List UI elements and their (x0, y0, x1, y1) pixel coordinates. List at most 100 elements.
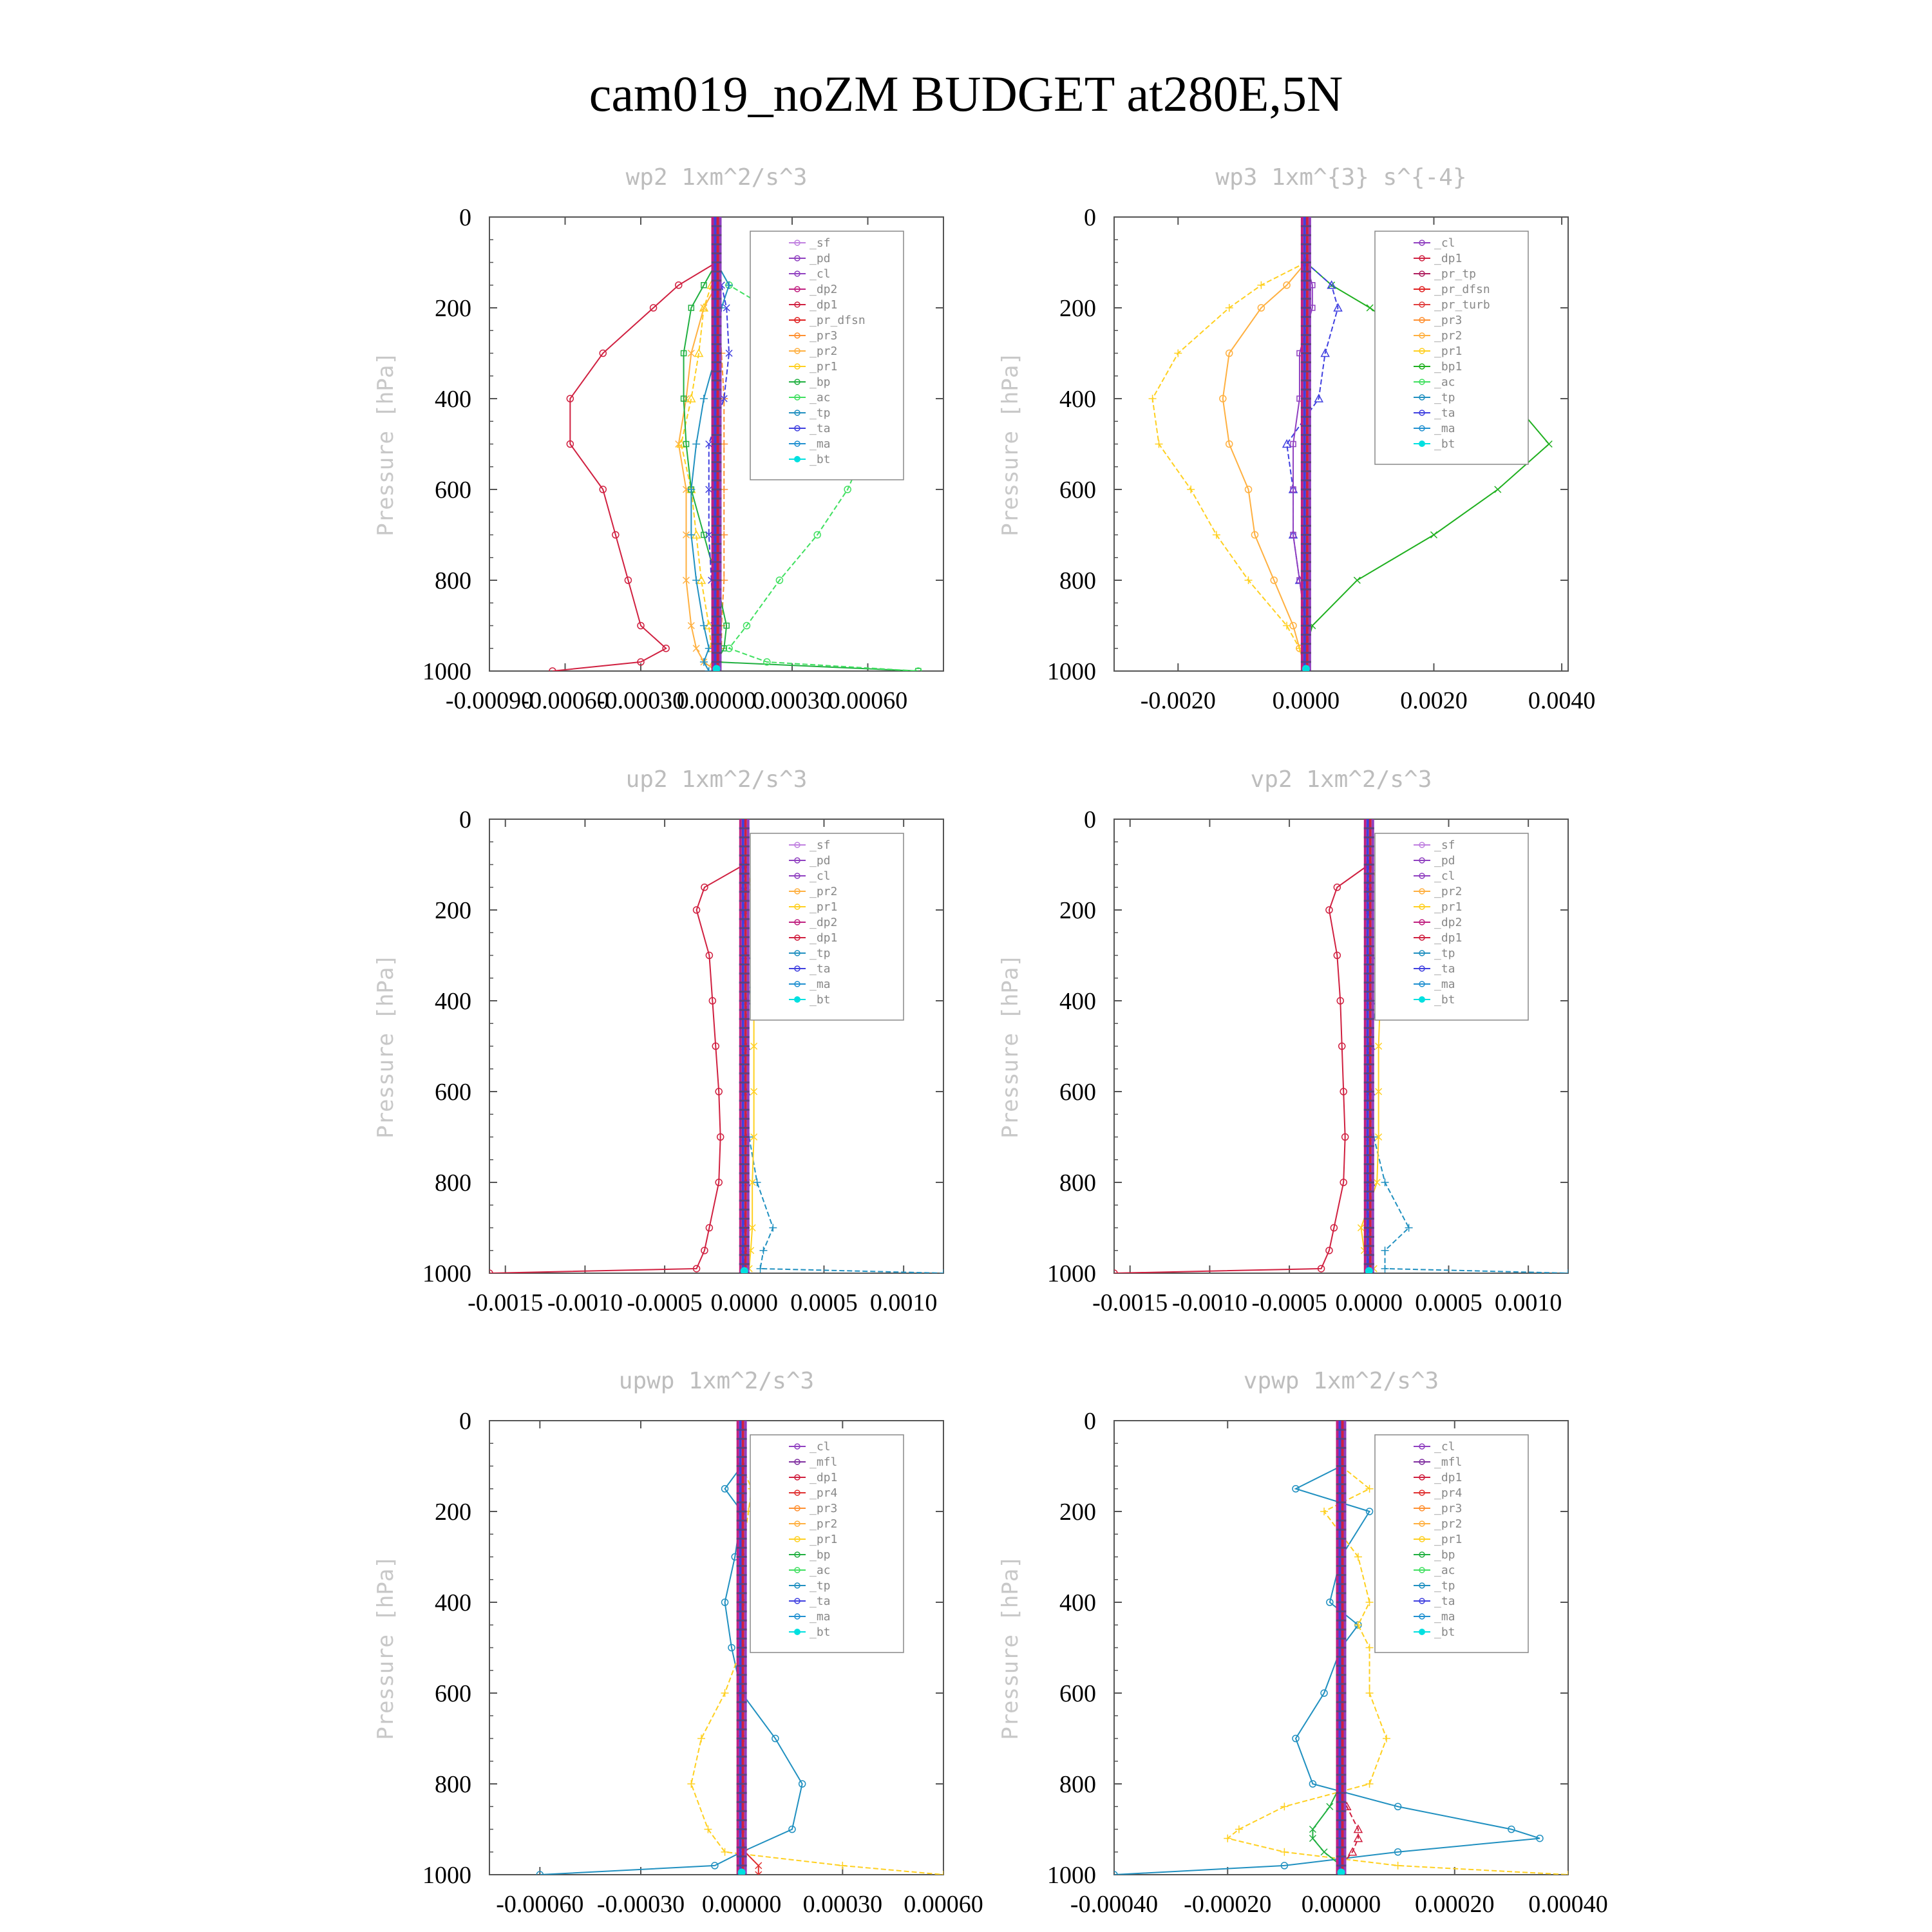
data-point (1174, 349, 1182, 357)
data-point (599, 486, 607, 493)
legend-marker (794, 301, 800, 308)
data-point (687, 531, 696, 539)
data-point (1373, 1179, 1381, 1186)
data-point (748, 1179, 756, 1186)
y-tick-label: 1000 (422, 1862, 471, 1889)
data-point (1394, 1803, 1402, 1810)
legend: _cl_mfl _dp1 _pr4 _pr3 _pr2 _pr1 _bp _ac _tp _ta _… (750, 1434, 904, 1653)
legend-label: _ac (810, 391, 831, 404)
data-point (701, 531, 707, 538)
y-tick-label: 0 (1084, 806, 1096, 833)
y-tick-label: 600 (435, 1079, 471, 1106)
data-point (721, 1598, 729, 1606)
legend-label: _tp (1434, 391, 1455, 404)
x-tick-label: 0.0000 (1273, 687, 1340, 714)
data-point (536, 1871, 544, 1875)
legend-marker (794, 1520, 800, 1527)
y-tick-label: 200 (435, 1499, 471, 1526)
series-line-pr2 (677, 262, 717, 671)
data-point (1309, 1835, 1316, 1842)
legend-label: _tp (1434, 947, 1455, 960)
panel-title: wp3 1xm^{3} s^{-4} (1215, 164, 1466, 191)
y-tick-label: 0 (1084, 1408, 1096, 1435)
data-point (838, 1861, 847, 1870)
data-point (1280, 1848, 1289, 1856)
data-point (1381, 1246, 1389, 1255)
legend-label: _dp2 (810, 283, 837, 296)
legend-label: _pr1 (1434, 900, 1462, 914)
y-axis-label: Pressure [hPa] (998, 954, 1023, 1139)
legend: _sf _pd _cl _dp2 _dp1 _pr_dfsn _pr3 _pr2 _pr1_bp… (750, 231, 904, 480)
data-point (753, 1179, 761, 1186)
x-tick-label: -0.00030 (597, 687, 685, 714)
legend-marker (1419, 888, 1425, 895)
data-point (914, 667, 922, 671)
data-point (728, 1643, 735, 1652)
data-point (748, 1224, 756, 1232)
x-tick-label: -0.00060 (496, 1891, 583, 1918)
legend-marker (1419, 1443, 1425, 1450)
bt-point (1365, 1267, 1373, 1273)
series-line-dp1 (489, 864, 745, 1273)
data-point (1326, 1598, 1334, 1606)
y-tick-label: 0 (459, 1408, 471, 1435)
data-point (1187, 486, 1195, 493)
series-group (536, 1421, 943, 1875)
data-point (1353, 576, 1361, 584)
data-point (759, 1246, 768, 1255)
x-tick-label: 0.00000 (702, 1891, 782, 1918)
data-point (1357, 1224, 1365, 1232)
legend-marker (794, 425, 800, 431)
y-tick-label: 0 (459, 806, 471, 833)
legend-marker (1419, 440, 1425, 447)
legend-label: _ta (810, 962, 831, 976)
legend-label: _sf (1434, 838, 1455, 852)
data-point (699, 658, 708, 666)
data-point (1309, 1825, 1316, 1833)
data-point (712, 1042, 720, 1050)
data-point (1282, 439, 1292, 448)
legend-box (750, 1434, 904, 1653)
data-point (566, 395, 574, 402)
data-point (675, 281, 683, 289)
data-point (1383, 1734, 1390, 1743)
series-group (1148, 217, 1553, 671)
legend-marker (794, 1536, 800, 1542)
legend-label: _pr2 (810, 1517, 837, 1531)
chart-panels: wp2 1xm^2/s^3 Pressure [hPa] 0 200 400 600 800… (373, 164, 1608, 1918)
legend-marker (794, 888, 800, 895)
legend-marker (1419, 919, 1425, 925)
x-tick-label: 0.00030 (803, 1891, 883, 1918)
legend-label: _pr1 (1434, 345, 1462, 358)
y-tick-label: 800 (1059, 1771, 1096, 1798)
data-point (1336, 997, 1345, 1005)
legend-label: _bt (1434, 437, 1455, 451)
data-point (1290, 440, 1296, 448)
legend-marker (794, 1490, 800, 1496)
data-point (1244, 486, 1253, 493)
y-tick-label: 800 (435, 1771, 471, 1798)
legend-box (1374, 231, 1529, 465)
data-point (775, 576, 784, 584)
legend-label: _mfl (1434, 1455, 1462, 1469)
legend-label: _bt (1434, 993, 1455, 1007)
legend-marker (794, 996, 800, 1003)
x-tick-label: -0.0015 (468, 1289, 543, 1316)
data-point (769, 1224, 777, 1232)
panel-title: upwp 1xm^2/s^3 (619, 1368, 814, 1394)
x-tick-label: 0.00030 (752, 687, 832, 714)
legend-marker (1419, 1520, 1425, 1527)
data-point (687, 486, 696, 493)
legend-label: _ac (810, 1564, 831, 1577)
data-point (1375, 1042, 1383, 1050)
data-point (1320, 1689, 1328, 1697)
data-point (1365, 1780, 1374, 1788)
data-point (705, 667, 713, 671)
data-point (798, 1780, 806, 1788)
legend-marker (794, 950, 800, 956)
data-point (694, 348, 704, 357)
data-point (1394, 1848, 1402, 1856)
data-point (705, 951, 714, 960)
data-point (725, 349, 733, 357)
legend-marker (1419, 1459, 1425, 1465)
